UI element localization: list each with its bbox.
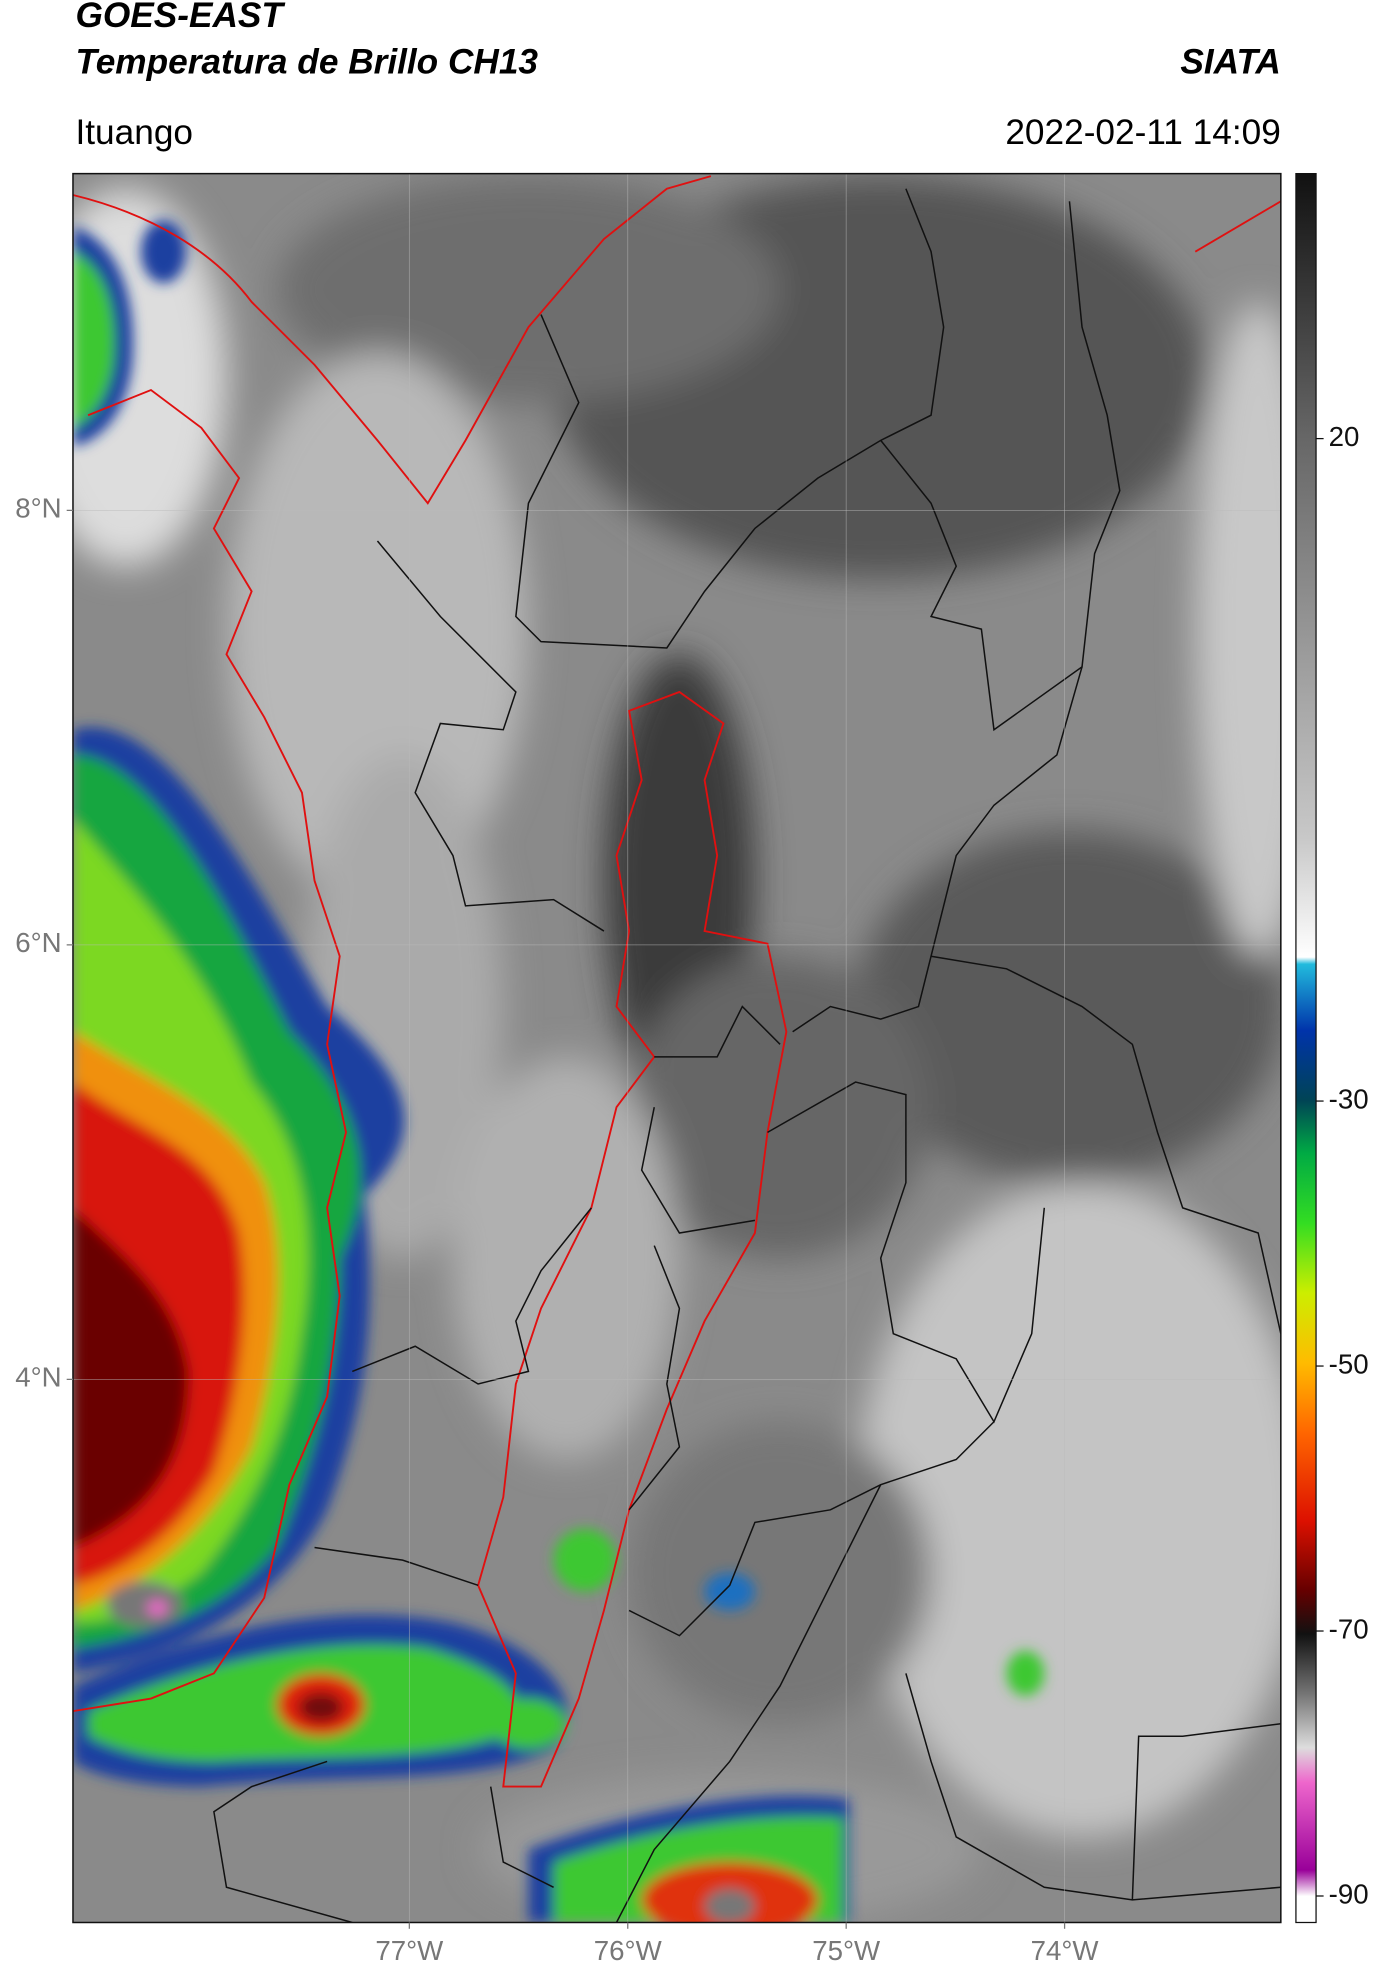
subtitle: Temperatura de Brillo CH13 bbox=[75, 42, 538, 81]
brightness-field bbox=[72, 176, 1281, 1923]
colorbar-tick-label: 20 bbox=[1329, 421, 1360, 452]
datetime: 2022-02-11 14:09 bbox=[1005, 113, 1280, 152]
x-tick-label: 76°W bbox=[594, 1935, 663, 1966]
map-frame bbox=[72, 172, 1282, 1924]
colorbar-tick-label: -30 bbox=[1329, 1083, 1369, 1114]
title: GOES-EAST bbox=[75, 0, 285, 35]
x-tick-label: 75°W bbox=[812, 1935, 881, 1966]
department-boundaries bbox=[213, 188, 1281, 1923]
colorbar-tick-label: -70 bbox=[1329, 1613, 1369, 1644]
colorbar bbox=[1295, 172, 1317, 1924]
graticule bbox=[72, 173, 1281, 1923]
source: SIATA bbox=[1180, 42, 1280, 81]
y-tick-label: 8°N bbox=[15, 493, 61, 524]
y-tick-label: 4°N bbox=[15, 1362, 61, 1393]
colorbar-tick-label: -50 bbox=[1329, 1348, 1369, 1379]
colorbar-tick-label: -90 bbox=[1329, 1878, 1369, 1909]
satellite-image bbox=[72, 173, 1281, 1923]
coastline-and-basin bbox=[72, 175, 1281, 1788]
y-tick-label: 6°N bbox=[15, 927, 61, 958]
cold-cloud-tops bbox=[72, 220, 1045, 1923]
x-tick-label: 74°W bbox=[1031, 1935, 1100, 1966]
location: Ituango bbox=[75, 113, 193, 152]
x-tick-label: 77°W bbox=[375, 1935, 444, 1966]
